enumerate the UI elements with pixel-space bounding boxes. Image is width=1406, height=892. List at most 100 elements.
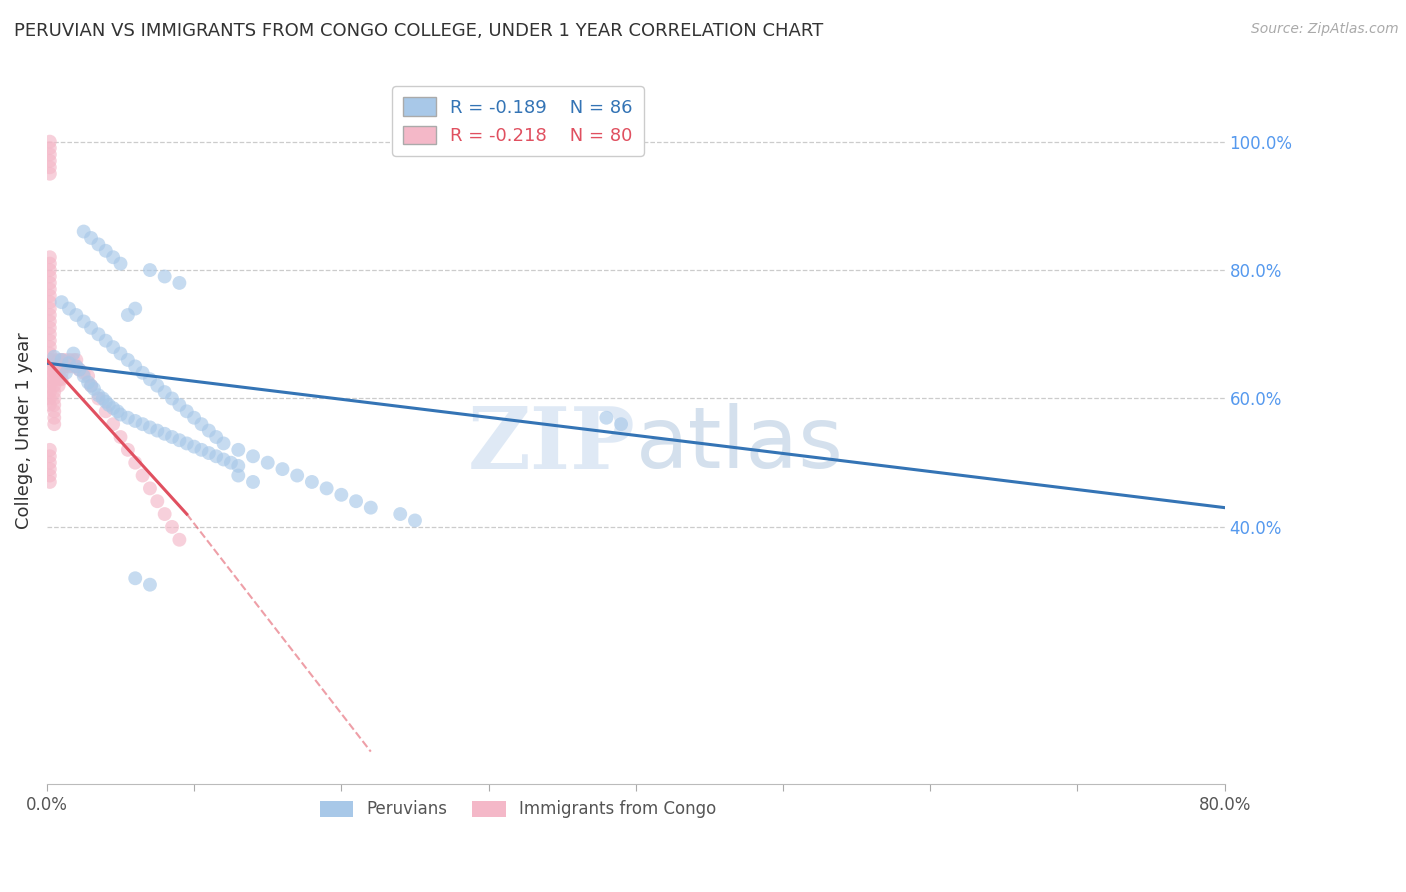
Point [146,494,169,508]
Point [38,456,60,470]
Point [44,398,66,412]
Point [38,327,60,342]
Point [80,378,103,392]
Point [38,398,60,412]
Point [38,135,60,149]
Legend: Peruvians, Immigrants from Congo: Peruvians, Immigrants from Congo [314,794,723,825]
Point [38,346,60,360]
Point [67,362,90,376]
Point [169,533,191,547]
Point [87,327,110,342]
Point [38,295,60,310]
Text: PERUVIAN VS IMMIGRANTS FROM CONGO COLLEGE, UNDER 1 YEAR CORRELATION CHART: PERUVIAN VS IMMIGRANTS FROM CONGO COLLEG… [14,22,824,40]
Point [73,369,96,384]
Point [38,289,60,303]
Point [38,263,60,277]
Point [44,385,66,400]
Point [38,468,60,483]
Point [38,257,60,271]
Point [146,424,169,438]
Point [87,392,110,406]
Point [73,366,96,380]
Point [38,308,60,322]
Point [315,482,337,496]
Point [38,301,60,316]
Point [169,398,191,412]
Point [153,426,176,441]
Point [110,346,132,360]
Point [62,359,84,374]
Point [38,442,60,457]
Point [610,417,633,432]
Point [38,147,60,161]
Text: atlas: atlas [636,403,844,486]
Point [271,462,294,476]
Point [48,366,70,380]
Point [344,494,367,508]
Point [38,450,60,464]
Point [101,417,124,432]
Point [404,513,426,527]
Point [55,366,77,380]
Point [146,378,169,392]
Point [107,404,129,418]
Text: Source: ZipAtlas.com: Source: ZipAtlas.com [1251,22,1399,37]
Point [38,462,60,476]
Point [44,392,66,406]
Point [117,308,139,322]
Point [58,301,80,316]
Point [169,276,191,290]
Point [226,458,249,473]
Point [38,269,60,284]
Point [198,424,221,438]
Point [360,500,382,515]
Point [87,388,110,402]
Point [242,475,264,489]
Point [139,372,162,386]
Point [87,237,110,252]
Point [48,372,70,386]
Point [65,359,87,374]
Point [139,420,162,434]
Point [117,442,139,457]
Text: ZIP: ZIP [468,402,636,487]
Point [73,225,96,239]
Point [51,366,73,380]
Point [44,372,66,386]
Point [242,450,264,464]
Point [153,507,176,521]
Point [101,401,124,416]
Point [67,362,90,376]
Point [44,359,66,374]
Point [91,392,114,406]
Y-axis label: College, Under 1 year: College, Under 1 year [15,332,32,529]
Point [38,366,60,380]
Point [198,446,221,460]
Point [110,430,132,444]
Point [160,392,183,406]
Point [38,250,60,264]
Point [139,263,162,277]
Point [83,382,105,396]
Point [124,301,146,316]
Point [160,520,183,534]
Point [389,507,412,521]
Point [285,468,308,483]
Point [62,353,84,368]
Point [38,276,60,290]
Point [190,442,212,457]
Point [38,385,60,400]
Point [94,404,117,418]
Point [48,353,70,368]
Point [80,321,103,335]
Point [58,359,80,374]
Point [176,436,198,450]
Point [190,417,212,432]
Point [212,436,235,450]
Point [65,359,87,374]
Point [44,417,66,432]
Point [110,257,132,271]
Point [205,450,228,464]
Point [77,369,100,384]
Point [44,378,66,392]
